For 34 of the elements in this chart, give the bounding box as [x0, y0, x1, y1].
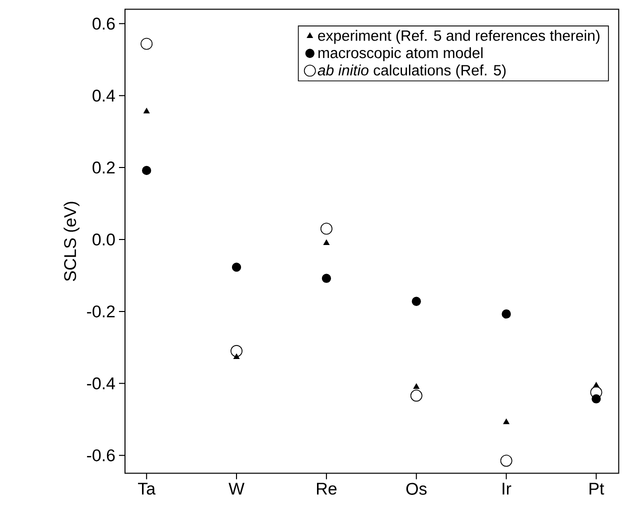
point [503, 418, 510, 424]
x-tick-label: W [228, 482, 244, 494]
y-tick-label: 0.4 [92, 90, 115, 102]
y-tick-label: -0.2 [87, 305, 115, 318]
y-axis-title: SCLS (eV) [64, 202, 80, 282]
x-tick-label: Ta [138, 482, 156, 495]
point [140, 38, 153, 50]
y-tick-label: 0.6 [92, 18, 115, 30]
y-tick-label: -0.6 [87, 449, 115, 462]
point [144, 108, 150, 114]
point [323, 240, 330, 245]
point [412, 296, 421, 306]
x-tick-label: Os [406, 482, 427, 495]
point [410, 390, 422, 402]
point [413, 384, 420, 389]
point [500, 454, 512, 467]
x-tick-label: Pt [590, 482, 604, 495]
x-tick-label: Ir [502, 482, 512, 494]
point [592, 394, 601, 404]
point [230, 345, 242, 357]
y-tick-label: 0.2 [92, 162, 115, 174]
point [502, 309, 511, 319]
point [593, 382, 600, 388]
point [320, 222, 332, 235]
y-tick-label: 0.0 [92, 234, 115, 246]
x-tick-label: Re [317, 482, 337, 495]
point [232, 262, 242, 272]
legend-label: macroscopic atom model [318, 47, 483, 62]
point [322, 274, 332, 283]
legend-label: ab initio calculations (Ref. 5) [318, 64, 506, 78]
y-tick-label: -0.4 [87, 377, 115, 390]
legend-label: experiment (Ref. 5 and references therein) [318, 30, 600, 44]
point [234, 354, 240, 360]
point [142, 166, 152, 176]
